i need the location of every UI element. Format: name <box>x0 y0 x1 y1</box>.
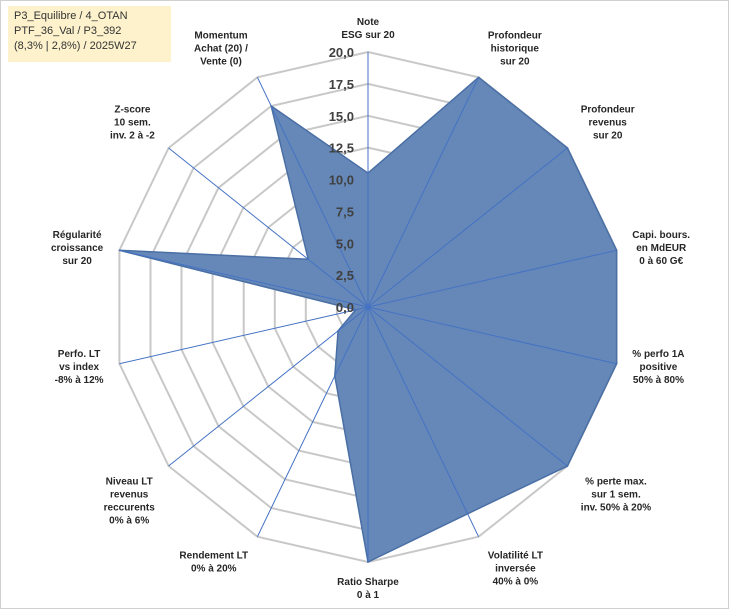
tick-label: 10,0 <box>329 173 354 188</box>
axis-label-line: sur 20 <box>500 56 530 67</box>
tick-label: 17,5 <box>329 77 354 92</box>
info-line-2: PTF_36_Val / P3_392 <box>14 25 122 37</box>
axis-label-line: historique <box>491 43 540 54</box>
axis-label: Ratio Sharpe 0 à 1 <box>337 577 399 601</box>
radar-spokes <box>119 52 617 562</box>
axis-label-line: revenus <box>589 118 628 129</box>
axis-spoke <box>168 147 369 308</box>
axis-label: % perfo 1A positive 50% à 80% <box>632 349 684 386</box>
axis-label-line: -8% à 12% <box>55 375 104 386</box>
axis-label-line: % perte max. <box>585 477 647 488</box>
tick-label: 7,5 <box>336 204 354 219</box>
axis-spoke <box>367 249 617 308</box>
axis-label-line: Note <box>357 17 380 28</box>
tick-label: 5,0 <box>336 236 354 251</box>
axis-label-line: inversée <box>495 564 536 575</box>
info-line-3: (8,3% | 2,8%) / 2025W27 <box>14 40 137 52</box>
axis-label-line: vs index <box>59 362 99 373</box>
axis-label-line: Volatilité LT <box>488 551 543 562</box>
axis-label-line: revenus <box>110 490 149 501</box>
radar-tick-labels: 0,0 2,5 5,0 7,5 10,0 12,5 15,0 17,5 20,0 <box>329 45 354 315</box>
axis-label: % perte max. sur 1 sem. inv. 50% à 20% <box>581 477 652 514</box>
axis-spoke <box>119 249 369 308</box>
axis-label: Capi. bours. en MdEUR 0 à 60 G€ <box>632 230 690 267</box>
tick-label: 15,0 <box>329 109 354 124</box>
axis-label-line: Rendement LT <box>179 551 248 562</box>
axis-label-line: Profondeur <box>581 105 635 116</box>
axis-label-line: inv. 50% à 20% <box>581 503 652 514</box>
axis-label-line: 40% à 0% <box>493 577 539 588</box>
axis-spoke <box>367 306 480 537</box>
axis-label-line: sur 20 <box>62 256 92 267</box>
axis-label-line: 10 sem. <box>114 118 151 129</box>
axis-spoke <box>367 147 568 308</box>
axis-spoke <box>367 77 480 308</box>
axis-label-line: reccurents <box>104 503 156 514</box>
axis-label-line: Capi. bours. <box>632 230 690 241</box>
axis-spoke <box>119 306 369 365</box>
axis-label-line: sur 1 sem. <box>591 490 641 501</box>
axis-label-line: 0% à 20% <box>191 564 237 575</box>
axis-label-line: 0 à 60 G€ <box>639 256 683 267</box>
axis-spoke <box>168 306 369 467</box>
axis-label-line: sur 20 <box>593 131 623 142</box>
axis-label: Profondeur historique sur 20 <box>488 30 542 67</box>
axis-label-line: 50% à 80% <box>633 375 684 386</box>
radar-axis-labels: Note ESG sur 20 Profondeur historique sur 20… <box>51 17 690 601</box>
axis-label-line: 0% à 6% <box>109 516 149 527</box>
axis-label: Régularité croissance sur 20 <box>51 230 104 267</box>
axis-label-line: % perfo 1A <box>632 349 684 360</box>
axis-label-line: Achat (20) / <box>194 43 248 54</box>
info-line-1: P3_Equilibre / 4_OTAN <box>14 10 128 22</box>
portfolio-info-box: P3_Equilibre / 4_OTAN PTF_36_Val / P3_39… <box>8 6 171 62</box>
tick-label: 20,0 <box>329 45 354 60</box>
axis-label: Volatilité LT inversée 40% à 0% <box>488 551 543 588</box>
axis-label: Note ESG sur 20 <box>341 17 395 41</box>
axis-label-line: inv. 2 à -2 <box>110 131 155 142</box>
axis-label-line: en MdEUR <box>636 243 687 254</box>
axis-label-line: Perfo. LT <box>58 349 101 360</box>
axis-label-line: positive <box>640 362 678 373</box>
axis-label: Perfo. LT vs index -8% à 12% <box>55 349 104 386</box>
axis-label-line: 0 à 1 <box>357 590 380 601</box>
axis-label: Profondeur revenus sur 20 <box>581 105 635 142</box>
axis-label-line: Niveau LT <box>106 477 153 488</box>
axis-label-line: Profondeur <box>488 30 542 41</box>
axis-label: Niveau LT revenus reccurents 0% à 6% <box>104 477 156 527</box>
tick-label: 12,5 <box>329 141 354 156</box>
tick-label: 2,5 <box>336 268 354 283</box>
axis-spoke <box>256 306 369 537</box>
axis-label-line: Z-score <box>114 105 151 116</box>
axis-label: Momentum Achat (20) / Vente (0) <box>194 30 248 67</box>
axis-label-line: Régularité <box>53 230 102 241</box>
axis-label: Rendement LT 0% à 20% <box>179 551 248 575</box>
axis-label-line: ESG sur 20 <box>341 30 395 41</box>
axis-spoke <box>256 77 369 308</box>
axis-label-line: croissance <box>51 243 104 254</box>
axis-spoke <box>367 306 617 365</box>
axis-spoke <box>367 306 568 467</box>
axis-label: Z-score 10 sem. inv. 2 à -2 <box>110 105 155 142</box>
axis-label-line: Vente (0) <box>200 56 242 67</box>
axis-label-line: Momentum <box>194 30 247 41</box>
axis-label-line: Ratio Sharpe <box>337 577 399 588</box>
tick-label: 0,0 <box>336 300 354 315</box>
